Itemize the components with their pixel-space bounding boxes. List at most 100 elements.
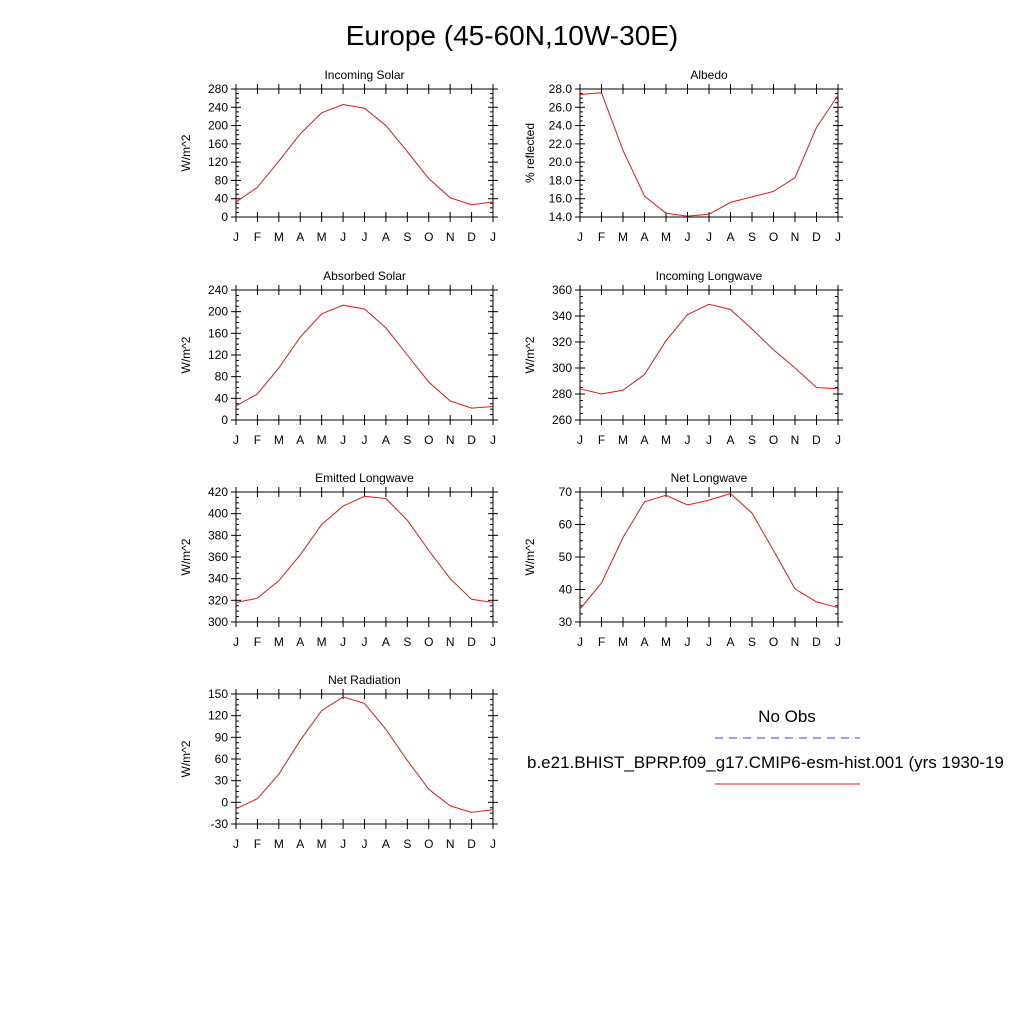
x-tick-label: A [640, 230, 648, 244]
y-axis-label: W/m^2 [179, 538, 193, 575]
y-axis-label: % reflected [523, 123, 537, 183]
x-tick-label: J [706, 230, 712, 244]
x-tick-label: F [254, 635, 261, 649]
x-tick-label: J [362, 837, 368, 851]
x-tick-label: J [685, 635, 691, 649]
x-tick-label: J [706, 635, 712, 649]
y-tick-label: 160 [208, 326, 228, 340]
panel-title: Absorbed Solar [323, 269, 406, 283]
panel-title: Net Radiation [328, 673, 401, 687]
x-tick-label: S [403, 230, 411, 244]
x-tick-label: J [340, 635, 346, 649]
plot-frame [235, 491, 494, 623]
incoming-longwave-panel: Incoming Longwave W/m^2 260 280 300 320 340 360… [523, 269, 843, 447]
y-tick-label: 360 [208, 550, 228, 564]
y-tick-label: 20.0 [549, 155, 573, 169]
y-tick-label: 40 [215, 192, 229, 206]
y-tick-label: 80 [215, 370, 229, 384]
series-line [235, 304, 494, 409]
y-tick-label: 300 [208, 615, 228, 629]
y-tick-label: -30 [211, 817, 229, 831]
x-tick-label: J [685, 230, 691, 244]
x-tick-label: S [748, 433, 756, 447]
y-axis-label: W/m^2 [523, 336, 537, 373]
x-tick-label: F [598, 433, 605, 447]
y-tick-label: 280 [208, 82, 228, 96]
y-tick-label: 160 [208, 137, 228, 151]
x-tick-label: D [467, 635, 476, 649]
x-tick-label: D [812, 635, 821, 649]
series-line [579, 303, 839, 395]
x-tick-label: O [424, 230, 433, 244]
plot-frame [579, 491, 839, 623]
x-tick-label: M [618, 635, 628, 649]
x-tick-label: N [791, 433, 800, 447]
legend: No Obs b.e21.BHIST_BPRP.f09_g17.CMIP6-es… [527, 707, 1004, 785]
x-tick-label: M [317, 635, 327, 649]
x-tick-label: A [382, 635, 390, 649]
x-tick-label: J [577, 635, 583, 649]
x-tick-label: O [769, 433, 778, 447]
y-tick-label: 360 [552, 283, 572, 297]
x-tick-label: J [233, 433, 239, 447]
x-tick-label: M [661, 433, 671, 447]
y-tick-label: 22.0 [549, 137, 573, 151]
y-tick-label: 340 [208, 572, 228, 586]
x-tick-label: J [706, 433, 712, 447]
series-line [235, 495, 494, 603]
x-tick-label: M [274, 837, 284, 851]
plot-frame [235, 693, 494, 825]
x-tick-label: F [254, 230, 261, 244]
x-tick-label: M [274, 635, 284, 649]
panel-title: Incoming Solar [324, 68, 404, 82]
y-tick-label: 120 [208, 348, 228, 362]
plot-frame [579, 88, 839, 218]
y-tick-label: 200 [208, 119, 228, 133]
x-tick-label: O [769, 230, 778, 244]
x-tick-label: F [254, 433, 261, 447]
y-tick-label: 50 [559, 550, 573, 564]
x-tick-label: D [467, 837, 476, 851]
plot-frame [579, 289, 839, 421]
series-line [579, 92, 839, 217]
x-tick-label: M [274, 230, 284, 244]
x-tick-label: O [424, 837, 433, 851]
x-tick-label: A [296, 230, 304, 244]
x-tick-label: A [296, 433, 304, 447]
x-tick-label: A [296, 635, 304, 649]
y-tick-label: 300 [552, 361, 572, 375]
series-line [235, 103, 494, 206]
y-tick-label: 240 [208, 283, 228, 297]
series-line [579, 493, 839, 610]
x-tick-label: N [446, 230, 455, 244]
x-tick-label: J [835, 230, 841, 244]
x-tick-label: D [812, 433, 821, 447]
y-tick-label: 320 [552, 335, 572, 349]
y-tick-label: 30 [559, 615, 573, 629]
panel-title: Net Longwave [671, 471, 748, 485]
x-tick-label: M [274, 433, 284, 447]
y-tick-label: 120 [208, 155, 228, 169]
y-tick-label: 90 [215, 730, 229, 744]
x-tick-label: A [382, 837, 390, 851]
y-tick-label: 0 [221, 413, 228, 427]
y-tick-label: 420 [208, 485, 228, 499]
x-tick-label: N [446, 837, 455, 851]
y-tick-label: 24.0 [549, 119, 573, 133]
x-tick-label: J [577, 433, 583, 447]
panel-title: Emitted Longwave [315, 471, 414, 485]
x-tick-label: J [577, 230, 583, 244]
x-tick-label: F [254, 837, 261, 851]
x-tick-label: A [640, 635, 648, 649]
y-tick-label: 14.0 [549, 210, 573, 224]
x-tick-label: M [317, 837, 327, 851]
y-tick-label: 260 [552, 413, 572, 427]
x-tick-label: J [490, 635, 496, 649]
y-tick-label: 60 [215, 752, 229, 766]
y-tick-label: 340 [552, 309, 572, 323]
x-tick-label: M [618, 230, 628, 244]
x-tick-label: J [362, 433, 368, 447]
